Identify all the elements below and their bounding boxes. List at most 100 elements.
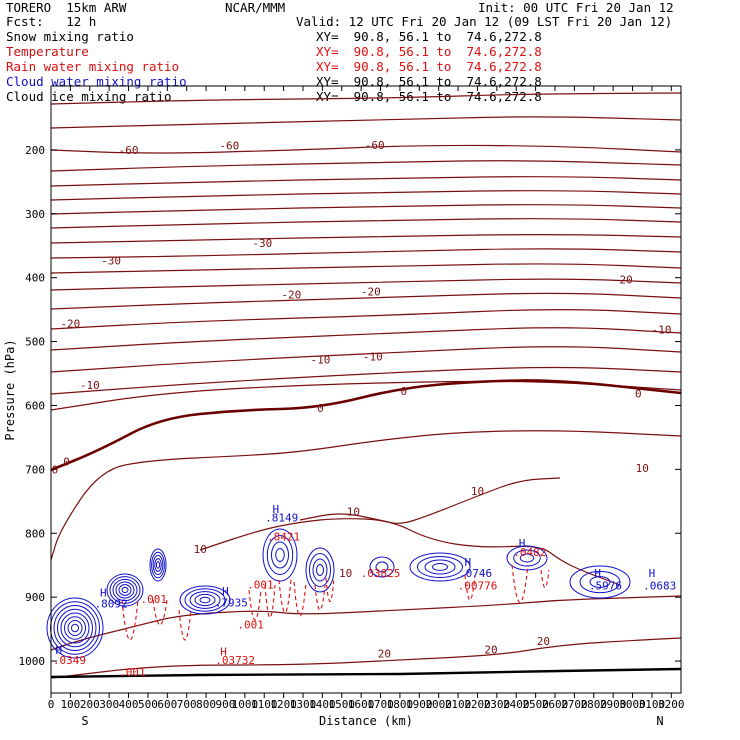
cloud-contour: [189, 591, 221, 609]
isotherm-label: -10: [311, 353, 331, 366]
frame-rect: [50, 85, 682, 694]
isotherm-label: 0: [635, 387, 642, 400]
cloud-contour: [109, 576, 141, 604]
isotherm-label: 20: [378, 647, 391, 660]
x-tick-label: 2800: [581, 698, 608, 711]
extrema-label: H: [464, 556, 471, 569]
rain-contour: [314, 584, 326, 611]
isotherm-line: [50, 430, 682, 561]
isotherm-label: 10: [339, 567, 352, 580]
cloud-contour: [309, 553, 331, 587]
extrema-label: .03825: [361, 567, 401, 580]
isotherm-label: -60: [219, 139, 239, 152]
y-tick-label: 600: [25, 399, 45, 412]
y-tick-label: 500: [25, 336, 45, 349]
freezing-level-line: [50, 379, 682, 472]
cloud-contour: [155, 561, 161, 569]
extrema-label: .001: [119, 666, 146, 679]
extrema-label: .7935: [215, 596, 248, 609]
center-name: NCAR/MMM: [225, 0, 286, 15]
isotherm-label: 10: [636, 462, 649, 475]
x-tick-label: 600: [157, 698, 177, 711]
cloud-contour: [369, 556, 395, 578]
extrema-label: H: [100, 587, 107, 600]
isotherm-line: [50, 278, 682, 291]
y-axis-label: Pressure (hPa): [3, 339, 17, 440]
start-endpoint-label: S: [81, 714, 88, 728]
rain-contour: [511, 564, 529, 603]
y-tick-label: 400: [25, 272, 45, 285]
isotherm-label: -30: [252, 237, 272, 250]
x-tick-label: 2600: [542, 698, 569, 711]
y-tick-label: 200: [25, 144, 45, 157]
isotherm-label: 0: [317, 402, 324, 415]
x-axis-ticks: 0 100 200 300 400 500 600 700 800 900100011001200…: [48, 86, 685, 711]
cloud-contour: [179, 585, 231, 615]
extrema-label: .0746: [459, 567, 492, 580]
y-tick-label: 1000: [19, 655, 46, 668]
extrema-label: .8092: [95, 598, 128, 611]
x-tick-label: 900: [216, 698, 236, 711]
rain-contour: [121, 599, 139, 641]
x-tick-label: 1800: [387, 698, 414, 711]
x-tick-label: 1900: [406, 698, 433, 711]
isotherm-line: [50, 292, 682, 310]
isotherm-label: -20: [281, 288, 301, 301]
isotherm-line: [50, 204, 682, 215]
x-axis-label: Distance (km): [319, 714, 413, 728]
extrema-label: .8421: [267, 530, 300, 543]
x-tick-label: 2400: [503, 698, 530, 711]
init-time: Init: 00 UTC Fri 20 Jan 12: [478, 0, 674, 15]
cloud-water-contours: [46, 528, 631, 659]
cloud-contour: [579, 570, 621, 594]
isotherm-line: [50, 248, 682, 259]
isotherm-line: [50, 346, 682, 373]
isotherm-label: 10: [194, 543, 207, 556]
isotherm-label: 10: [347, 506, 360, 519]
cloud-contour: [266, 535, 294, 575]
rain-contour: [278, 579, 292, 614]
extrema-label: .8149: [265, 511, 298, 524]
cloud-contour: [199, 596, 211, 604]
extrema-label: H: [273, 503, 280, 516]
x-tick-label: 3200: [658, 698, 685, 711]
x-tick-label: 1000: [232, 698, 259, 711]
cloud-contour: [118, 584, 132, 596]
cloud-contour: [316, 564, 324, 576]
x-tick-label: 500: [138, 698, 158, 711]
isotherm-line: [50, 190, 682, 201]
cloud-contour: [375, 561, 389, 573]
x-tick-label: 200: [80, 698, 100, 711]
cloud-contour: [112, 578, 138, 602]
cloud-contour: [53, 605, 97, 651]
cloud-contour: [106, 573, 144, 607]
x-tick-label: 1700: [367, 698, 394, 711]
isotherm-line: [50, 176, 682, 187]
cloud-contour: [424, 559, 456, 575]
cloud-contour: [46, 597, 104, 659]
rain-contour: [178, 609, 192, 641]
isotherm-line: [50, 218, 682, 229]
cloud-contour: [121, 586, 129, 594]
x-tick-label: 3100: [639, 698, 666, 711]
isotherm-line: [199, 518, 621, 586]
extrema-label: H: [519, 537, 526, 550]
rain-contour: [248, 589, 262, 621]
isotherm-line: [50, 92, 682, 105]
extrema-label: H: [220, 645, 227, 658]
cloud-contour: [57, 608, 93, 648]
isotherm-label: -10: [80, 379, 100, 392]
field-label-cloud-water: Cloud water mixing ratio: [6, 74, 187, 89]
isotherm-label: 0: [52, 463, 59, 476]
field-xy-rain: XY= 90.8, 56.1 to 74.6,272.8: [316, 59, 542, 74]
extrema-label: .0683: [643, 580, 676, 593]
field-label-snow: Snow mixing ratio: [6, 29, 134, 44]
cloud-contour: [519, 553, 535, 563]
x-tick-label: 100: [60, 698, 80, 711]
x-tick-label: 2100: [445, 698, 472, 711]
rain-contour: [152, 599, 168, 626]
isotherm-line: [299, 477, 561, 524]
x-tick-label: 2500: [522, 698, 549, 711]
x-tick-label: 1500: [329, 698, 356, 711]
